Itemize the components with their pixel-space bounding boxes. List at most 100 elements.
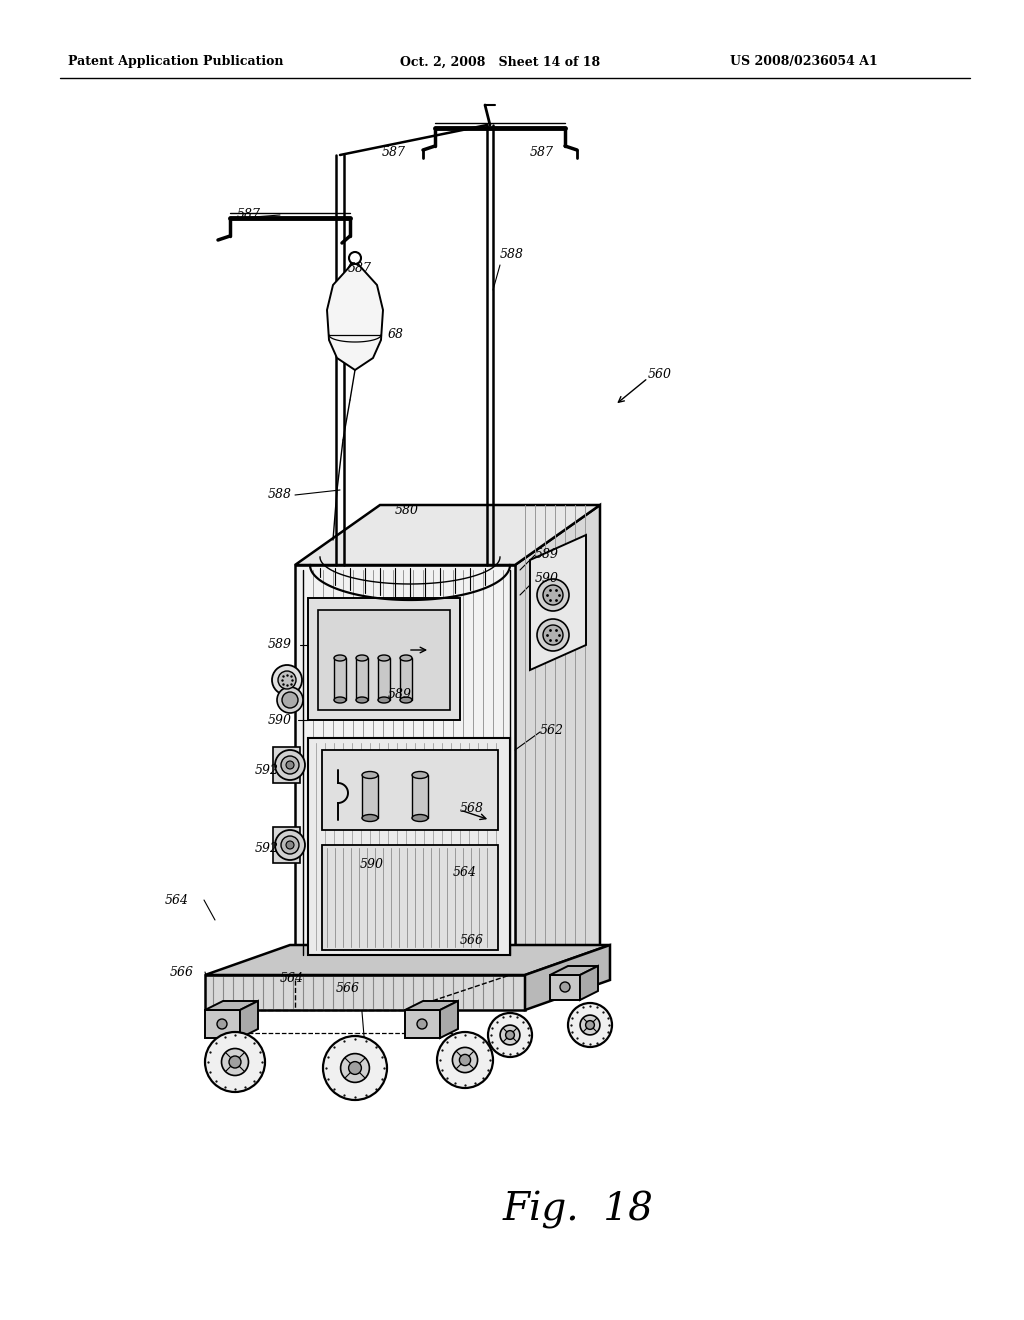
Polygon shape	[322, 750, 498, 830]
Polygon shape	[378, 657, 390, 700]
Text: 580: 580	[395, 503, 419, 516]
Ellipse shape	[334, 697, 346, 704]
Polygon shape	[205, 945, 610, 975]
Text: 568: 568	[460, 801, 484, 814]
Circle shape	[278, 671, 296, 689]
Circle shape	[341, 1053, 370, 1082]
Polygon shape	[295, 565, 515, 960]
Polygon shape	[400, 657, 412, 700]
Text: 560: 560	[648, 368, 672, 381]
Polygon shape	[440, 1001, 458, 1038]
Circle shape	[537, 619, 569, 651]
Polygon shape	[550, 966, 598, 975]
Polygon shape	[308, 738, 510, 954]
Polygon shape	[412, 775, 428, 818]
Polygon shape	[205, 975, 525, 1010]
Circle shape	[537, 579, 569, 611]
Circle shape	[349, 252, 361, 264]
Text: 590: 590	[360, 858, 384, 871]
Polygon shape	[530, 535, 586, 671]
Circle shape	[281, 756, 299, 774]
Text: 564: 564	[165, 894, 189, 907]
Text: 566: 566	[170, 965, 194, 978]
Polygon shape	[273, 747, 300, 783]
Text: US 2008/0236054 A1: US 2008/0236054 A1	[730, 55, 878, 69]
Text: 587: 587	[348, 261, 372, 275]
Text: 590: 590	[268, 714, 292, 726]
Ellipse shape	[362, 814, 378, 821]
Circle shape	[217, 1019, 227, 1030]
Text: Fig.  18: Fig. 18	[503, 1191, 653, 1229]
Circle shape	[275, 830, 305, 861]
Circle shape	[272, 665, 302, 696]
Polygon shape	[295, 506, 600, 565]
Ellipse shape	[334, 655, 346, 661]
Circle shape	[500, 1026, 520, 1045]
Polygon shape	[356, 657, 368, 700]
Ellipse shape	[400, 655, 412, 661]
Ellipse shape	[412, 771, 428, 779]
Polygon shape	[240, 1001, 258, 1038]
Text: 589: 589	[268, 639, 292, 652]
Text: 587: 587	[382, 145, 406, 158]
Circle shape	[437, 1032, 493, 1088]
Text: 562: 562	[540, 723, 564, 737]
Polygon shape	[406, 1001, 458, 1010]
Circle shape	[286, 841, 294, 849]
Circle shape	[281, 836, 299, 854]
Circle shape	[543, 585, 563, 605]
Ellipse shape	[378, 655, 390, 661]
Circle shape	[282, 692, 298, 708]
Polygon shape	[273, 828, 300, 863]
Polygon shape	[308, 598, 460, 719]
Polygon shape	[327, 264, 383, 370]
Ellipse shape	[356, 697, 368, 704]
Circle shape	[560, 982, 570, 993]
Polygon shape	[362, 775, 378, 818]
Polygon shape	[334, 657, 346, 700]
Text: 587: 587	[237, 209, 261, 222]
Text: Patent Application Publication: Patent Application Publication	[68, 55, 284, 69]
Circle shape	[488, 1012, 532, 1057]
Circle shape	[417, 1019, 427, 1030]
Polygon shape	[550, 975, 580, 1001]
Circle shape	[453, 1047, 477, 1073]
Ellipse shape	[412, 814, 428, 821]
Text: 566: 566	[460, 933, 484, 946]
Circle shape	[460, 1055, 471, 1065]
Text: 590: 590	[535, 572, 559, 585]
Text: 564: 564	[453, 866, 477, 879]
Polygon shape	[406, 1010, 440, 1038]
Text: 564: 564	[280, 972, 304, 985]
Text: 592: 592	[255, 842, 279, 854]
Circle shape	[221, 1048, 249, 1076]
Text: 68: 68	[388, 329, 404, 342]
Text: 589: 589	[535, 549, 559, 561]
Circle shape	[543, 624, 563, 645]
Polygon shape	[322, 845, 498, 950]
Text: Oct. 2, 2008   Sheet 14 of 18: Oct. 2, 2008 Sheet 14 of 18	[400, 55, 600, 69]
Text: 589: 589	[388, 689, 412, 701]
Circle shape	[506, 1031, 514, 1039]
Polygon shape	[525, 945, 610, 1010]
Ellipse shape	[400, 697, 412, 704]
Polygon shape	[515, 506, 600, 960]
Polygon shape	[205, 1001, 258, 1010]
Text: 588: 588	[268, 488, 292, 502]
Text: 592: 592	[255, 763, 279, 776]
Text: 587: 587	[530, 145, 554, 158]
Polygon shape	[205, 1010, 240, 1038]
Polygon shape	[318, 610, 450, 710]
Circle shape	[568, 1003, 612, 1047]
Circle shape	[323, 1036, 387, 1100]
Circle shape	[205, 1032, 265, 1092]
Ellipse shape	[356, 655, 368, 661]
Circle shape	[275, 750, 305, 780]
Text: 566: 566	[336, 982, 360, 994]
Ellipse shape	[362, 771, 378, 779]
Ellipse shape	[378, 697, 390, 704]
Circle shape	[581, 1015, 600, 1035]
Circle shape	[586, 1020, 594, 1030]
Circle shape	[286, 762, 294, 770]
Text: 588: 588	[500, 248, 524, 261]
